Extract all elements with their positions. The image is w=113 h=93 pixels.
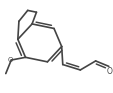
Text: O: O: [8, 57, 13, 63]
Text: O: O: [105, 67, 111, 76]
